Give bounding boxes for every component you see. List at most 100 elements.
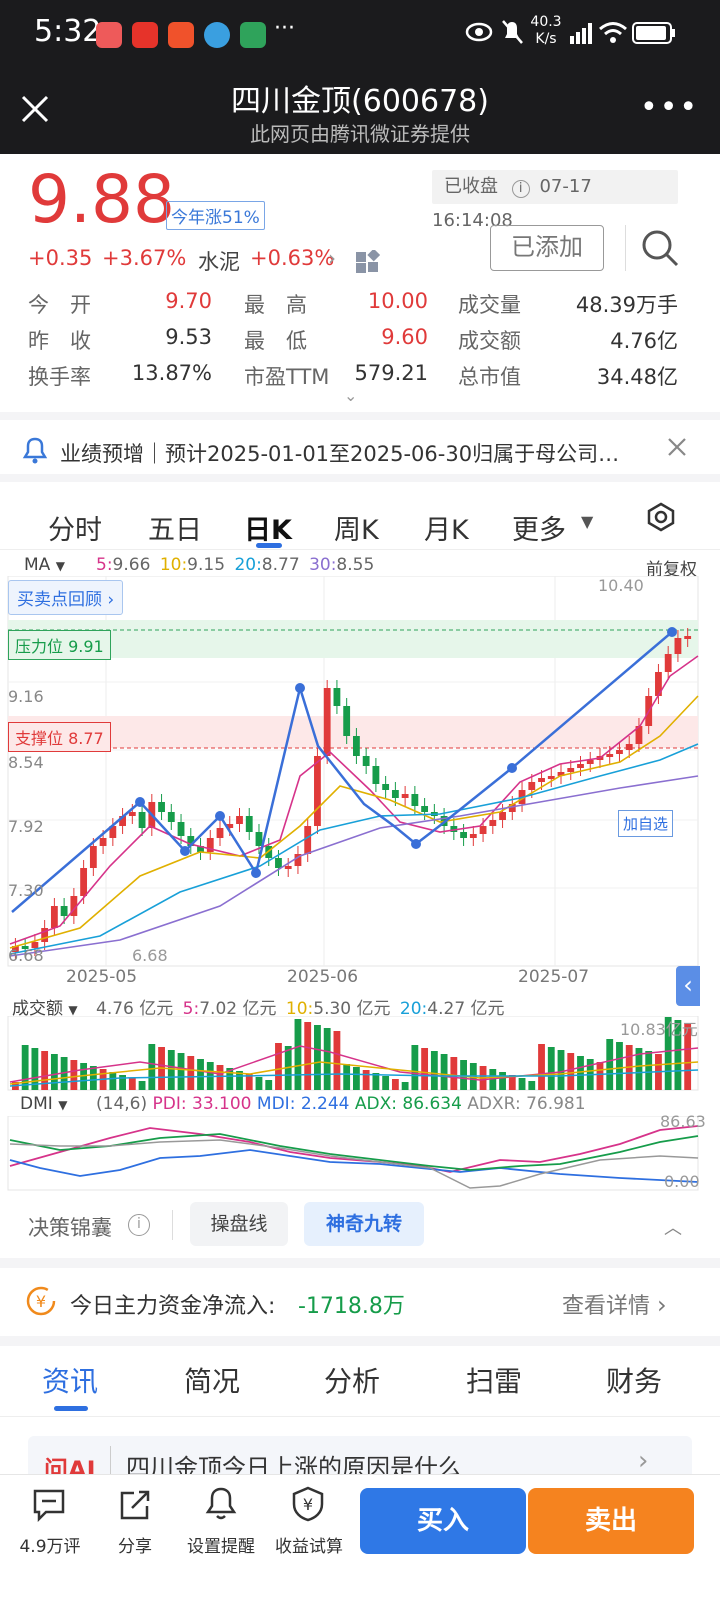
kline-chart[interactable]: [0, 576, 720, 996]
close-icon[interactable]: [20, 94, 50, 124]
stat-value: 10.00: [367, 289, 428, 313]
candle-body: [294, 854, 302, 866]
collapse-tab-icon[interactable]: ‹: [676, 966, 700, 1006]
volume-bar: [499, 1072, 506, 1090]
collapse-icon[interactable]: ︿: [664, 1218, 682, 1239]
candle-body: [616, 750, 623, 754]
more-menu-icon[interactable]: •••: [640, 90, 700, 125]
candle-body: [187, 836, 195, 846]
info-icon[interactable]: i: [128, 1214, 150, 1236]
stat-label: 今 开: [28, 293, 91, 317]
tab-finance[interactable]: 财务: [606, 1365, 663, 1398]
ai-question-card[interactable]: 问AI 四川金顶今日上涨的原因是什么 ›: [28, 1436, 692, 1476]
volume-bar: [167, 1050, 175, 1090]
tab-daily-k[interactable]: 日K: [244, 515, 292, 546]
dmi-selector[interactable]: DMI ▼: [20, 1094, 68, 1114]
zigzag-points: [135, 627, 677, 878]
volume-bar: [216, 1065, 224, 1090]
tab-profile[interactable]: 简况: [184, 1365, 241, 1398]
alert-bell-icon[interactable]: [204, 1486, 238, 1522]
tab-news[interactable]: 资讯: [42, 1365, 99, 1398]
add-watch-button[interactable]: 加自选: [618, 810, 674, 837]
high-label: 10.40: [598, 576, 644, 595]
comment-icon[interactable]: [32, 1488, 66, 1522]
candle-body: [655, 672, 662, 696]
ai-question: 四川金顶今日上涨的原因是什么: [126, 1454, 462, 1476]
stat-label: 最 低: [244, 329, 307, 353]
volume-bar: [684, 1023, 692, 1090]
tab-monthly-k[interactable]: 月K: [424, 515, 469, 546]
calc-label[interactable]: 收益试算: [275, 1537, 343, 1557]
page-title: 四川金顶(600678): [231, 84, 489, 119]
grid-icon[interactable]: [356, 250, 380, 274]
volume-bar: [148, 1044, 156, 1090]
dropdown-icon: ▼: [581, 512, 594, 531]
stat-label: 总市值: [458, 365, 521, 389]
ma-selector[interactable]: MA ▼: [24, 555, 65, 575]
price-tick: 8.54: [8, 753, 44, 772]
tab-analysis[interactable]: 分析: [324, 1365, 381, 1398]
volume-bar: [177, 1053, 185, 1090]
ma-line: [9, 655, 699, 945]
tab-risk[interactable]: 扫雷: [466, 1365, 523, 1398]
share-icon[interactable]: [118, 1488, 152, 1522]
candle-body: [684, 636, 692, 639]
volume-bar: [109, 1072, 117, 1090]
volume-bar: [343, 1064, 351, 1090]
volume-bar: [577, 1056, 584, 1090]
share-label[interactable]: 分享: [118, 1537, 152, 1557]
adjust-label[interactable]: 前复权: [646, 560, 697, 580]
fund-flow-label: 今日主力资金净流入:: [70, 1294, 276, 1319]
sector-change[interactable]: +0.63%: [250, 246, 335, 270]
candle-body: [41, 928, 49, 942]
net-speed: 40.3 K/s: [530, 14, 562, 47]
info-icon: i: [511, 180, 530, 198]
volume-selector[interactable]: 成交额 ▼: [12, 999, 78, 1019]
market-status: 已收盘 i 07-17 16:14:08: [432, 170, 678, 231]
stat-value: 13.87%: [131, 361, 212, 385]
notice-text[interactable]: 业绩预增｜预计2025-01-01至2025-06-30归属于母公司…: [60, 442, 620, 466]
stat-value: 9.60: [381, 325, 428, 349]
added-button[interactable]: 已添加: [490, 225, 604, 271]
stat-label: 昨 收: [28, 329, 91, 353]
candle-body: [304, 826, 312, 854]
volume-bar: [411, 1045, 419, 1090]
fund-flow-detail[interactable]: 查看详情 ›: [562, 1291, 667, 1319]
stat-label: 市盈TTM: [244, 365, 330, 389]
svg-text:¥: ¥: [36, 1292, 46, 1311]
review-button[interactable]: 买卖点回顾 ›: [8, 580, 124, 615]
tab-five-day[interactable]: 五日: [148, 515, 202, 546]
tool-magic-nine[interactable]: 神奇九转: [304, 1202, 424, 1246]
settings-icon[interactable]: [646, 502, 676, 532]
dmi-top: 86.63: [660, 1112, 706, 1131]
sector-name[interactable]: 水泥: [198, 250, 240, 274]
tool-trade-line[interactable]: 操盘线: [190, 1202, 288, 1246]
pressure-zone: [8, 620, 698, 658]
volume-bar: [538, 1044, 545, 1090]
stat-value: 34.48亿: [596, 365, 678, 389]
date-tick: 2025-06: [287, 967, 359, 987]
yuan-shield-icon[interactable]: ¥: [290, 1486, 326, 1522]
search-icon[interactable]: [640, 228, 680, 268]
candle-body: [557, 772, 565, 776]
tab-more[interactable]: 更多: [512, 515, 566, 546]
candle-body: [577, 764, 584, 768]
buy-button[interactable]: 买入: [360, 1488, 526, 1554]
candle-body: [99, 838, 107, 846]
title-bar: 四川金顶(600678) 此网页由腾讯微证券提供 •••: [0, 70, 720, 154]
price-change: +0.35: [28, 246, 93, 270]
volume-bar: [138, 1081, 146, 1090]
tab-weekly-k[interactable]: 周K: [334, 515, 379, 546]
candle-body: [528, 782, 536, 790]
candle-body: [333, 688, 341, 706]
tab-intraday[interactable]: 分时: [48, 515, 102, 546]
alert-label[interactable]: 设置提醒: [187, 1537, 255, 1557]
comments-label[interactable]: 4.9万评: [19, 1537, 81, 1557]
sell-button[interactable]: 卖出: [528, 1488, 694, 1554]
candle-body: [508, 804, 516, 812]
candle-body: [80, 868, 88, 896]
volume-bar: [50, 1054, 58, 1090]
volume-bar: [401, 1082, 409, 1090]
expand-chevron-icon[interactable]: ⌄: [344, 386, 358, 405]
close-notice-icon[interactable]: [666, 436, 688, 458]
